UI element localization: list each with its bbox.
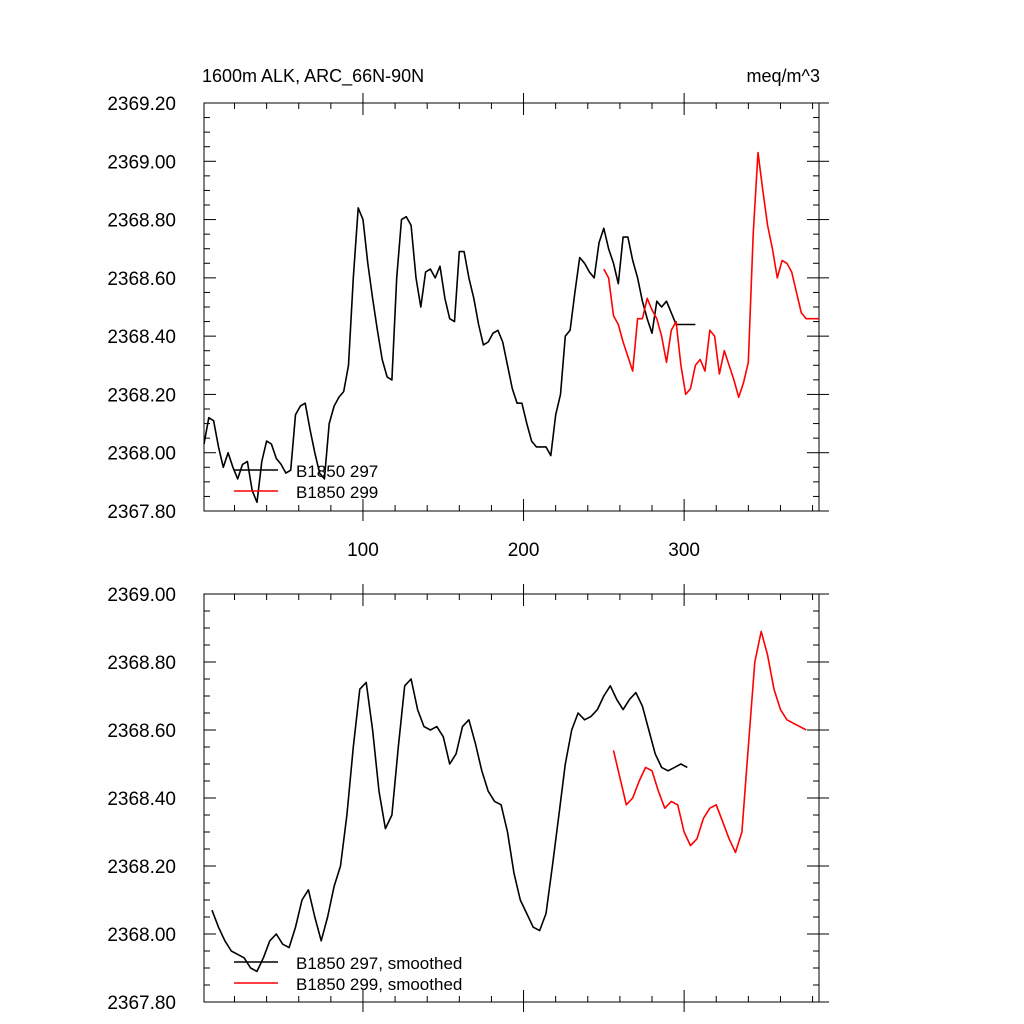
x-tick-label: 100 bbox=[347, 540, 379, 561]
legend-label-297: B1850 297 bbox=[296, 462, 378, 481]
bottom-chart-panel: 2367.80 2368.00 2368.20 2368.40 2368.60 2368.… bbox=[107, 584, 829, 1014]
y-tick-label: 2369.20 bbox=[107, 94, 176, 115]
y-tick-label: 2367.80 bbox=[107, 502, 176, 523]
y-tick-label: 2367.80 bbox=[107, 993, 176, 1014]
legend-label-299: B1850 299 bbox=[296, 483, 378, 502]
y-tick-label: 2368.00 bbox=[107, 444, 176, 465]
y-tick-label: 2368.20 bbox=[107, 857, 176, 878]
y-tick-label: 2368.00 bbox=[107, 925, 176, 946]
top-legend: B1850 297 B1850 299 bbox=[234, 462, 378, 502]
y-tick-label: 2368.40 bbox=[107, 789, 176, 810]
units-label: meq/m^3 bbox=[747, 66, 820, 86]
bottom-plot-frame bbox=[203, 593, 820, 1003]
legend-label-299-smoothed: B1850 299, smoothed bbox=[296, 975, 462, 994]
y-tick-label: 2368.80 bbox=[107, 211, 176, 232]
chart-title: 1600m ALK, ARC_66N-90N bbox=[202, 66, 424, 87]
top-series-lines bbox=[203, 151, 819, 504]
top-chart-panel: 1600m ALK, ARC_66N-90N meq/m^3 100 200 300… bbox=[107, 66, 829, 561]
legend-label-297-smoothed: B1850 297, smoothed bbox=[296, 954, 462, 973]
bottom-series-lines bbox=[211, 630, 807, 973]
y-tick-label: 2368.20 bbox=[107, 385, 176, 406]
x-tick-label: 300 bbox=[668, 540, 700, 561]
x-tick-label: 200 bbox=[508, 540, 540, 561]
y-tick-label: 2368.80 bbox=[107, 653, 176, 674]
top-axis-ticks: 100 200 300 2367.80 2368.00 2368.20 2368.40 236… bbox=[107, 93, 829, 561]
top-plot-frame bbox=[203, 102, 820, 512]
y-tick-label: 2369.00 bbox=[107, 585, 176, 606]
bottom-axis-ticks: 2367.80 2368.00 2368.20 2368.40 2368.60 2368.… bbox=[107, 584, 829, 1014]
y-tick-label: 2368.60 bbox=[107, 721, 176, 742]
y-tick-label: 2368.40 bbox=[107, 327, 176, 348]
bottom-legend: B1850 297, smoothed B1850 299, smoothed bbox=[234, 954, 462, 994]
y-tick-label: 2368.60 bbox=[107, 269, 176, 290]
y-tick-label: 2369.00 bbox=[107, 152, 176, 173]
series-line-b1850-299 bbox=[603, 151, 819, 399]
series-line-b1850-297 bbox=[203, 207, 696, 504]
series-line-b1850-297-smoothed bbox=[211, 678, 688, 973]
series-line-b1850-299-smoothed bbox=[612, 630, 807, 854]
